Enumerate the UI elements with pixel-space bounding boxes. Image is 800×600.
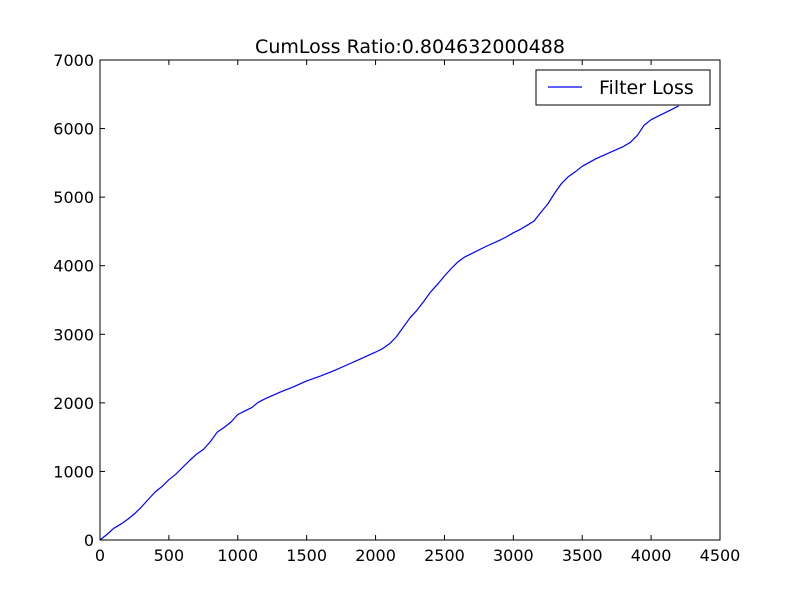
x-tick-label: 2500: [424, 546, 465, 565]
y-tick-label: 5000: [53, 188, 94, 207]
y-tick-label: 6000: [53, 120, 94, 139]
legend-label-filter-loss: Filter Loss: [599, 77, 694, 99]
x-tick-label: 1000: [217, 546, 258, 565]
y-tick-label: 1000: [53, 462, 94, 481]
chart-title: CumLoss Ratio:0.804632000488: [255, 36, 565, 58]
series-line-filter-loss: [99, 105, 679, 541]
plot-area: [100, 60, 720, 540]
y-tick-label: 7000: [53, 51, 94, 70]
x-tick-label: 4000: [631, 546, 672, 565]
y-tick-label: 2000: [53, 394, 94, 413]
x-tick-label: 1500: [286, 546, 327, 565]
x-tick-label: 4500: [700, 546, 741, 565]
series-layer: [99, 105, 679, 541]
x-tick-label: 0: [95, 546, 105, 565]
y-tick-label: 4000: [53, 257, 94, 276]
y-tick-label: 3000: [53, 325, 94, 344]
legend: Filter Loss: [535, 69, 711, 106]
plot-frame: [99, 59, 721, 541]
x-tick-label: 3500: [562, 546, 603, 565]
x-tick-label: 2000: [355, 546, 396, 565]
ticks-layer: 0 500 1000 1500 2000 2500 3000 3500 4000 4500 0 100…: [53, 51, 740, 565]
x-tick-label: 500: [154, 546, 185, 565]
x-tick-label: 3000: [493, 546, 534, 565]
y-tick-label: 0: [84, 531, 94, 550]
